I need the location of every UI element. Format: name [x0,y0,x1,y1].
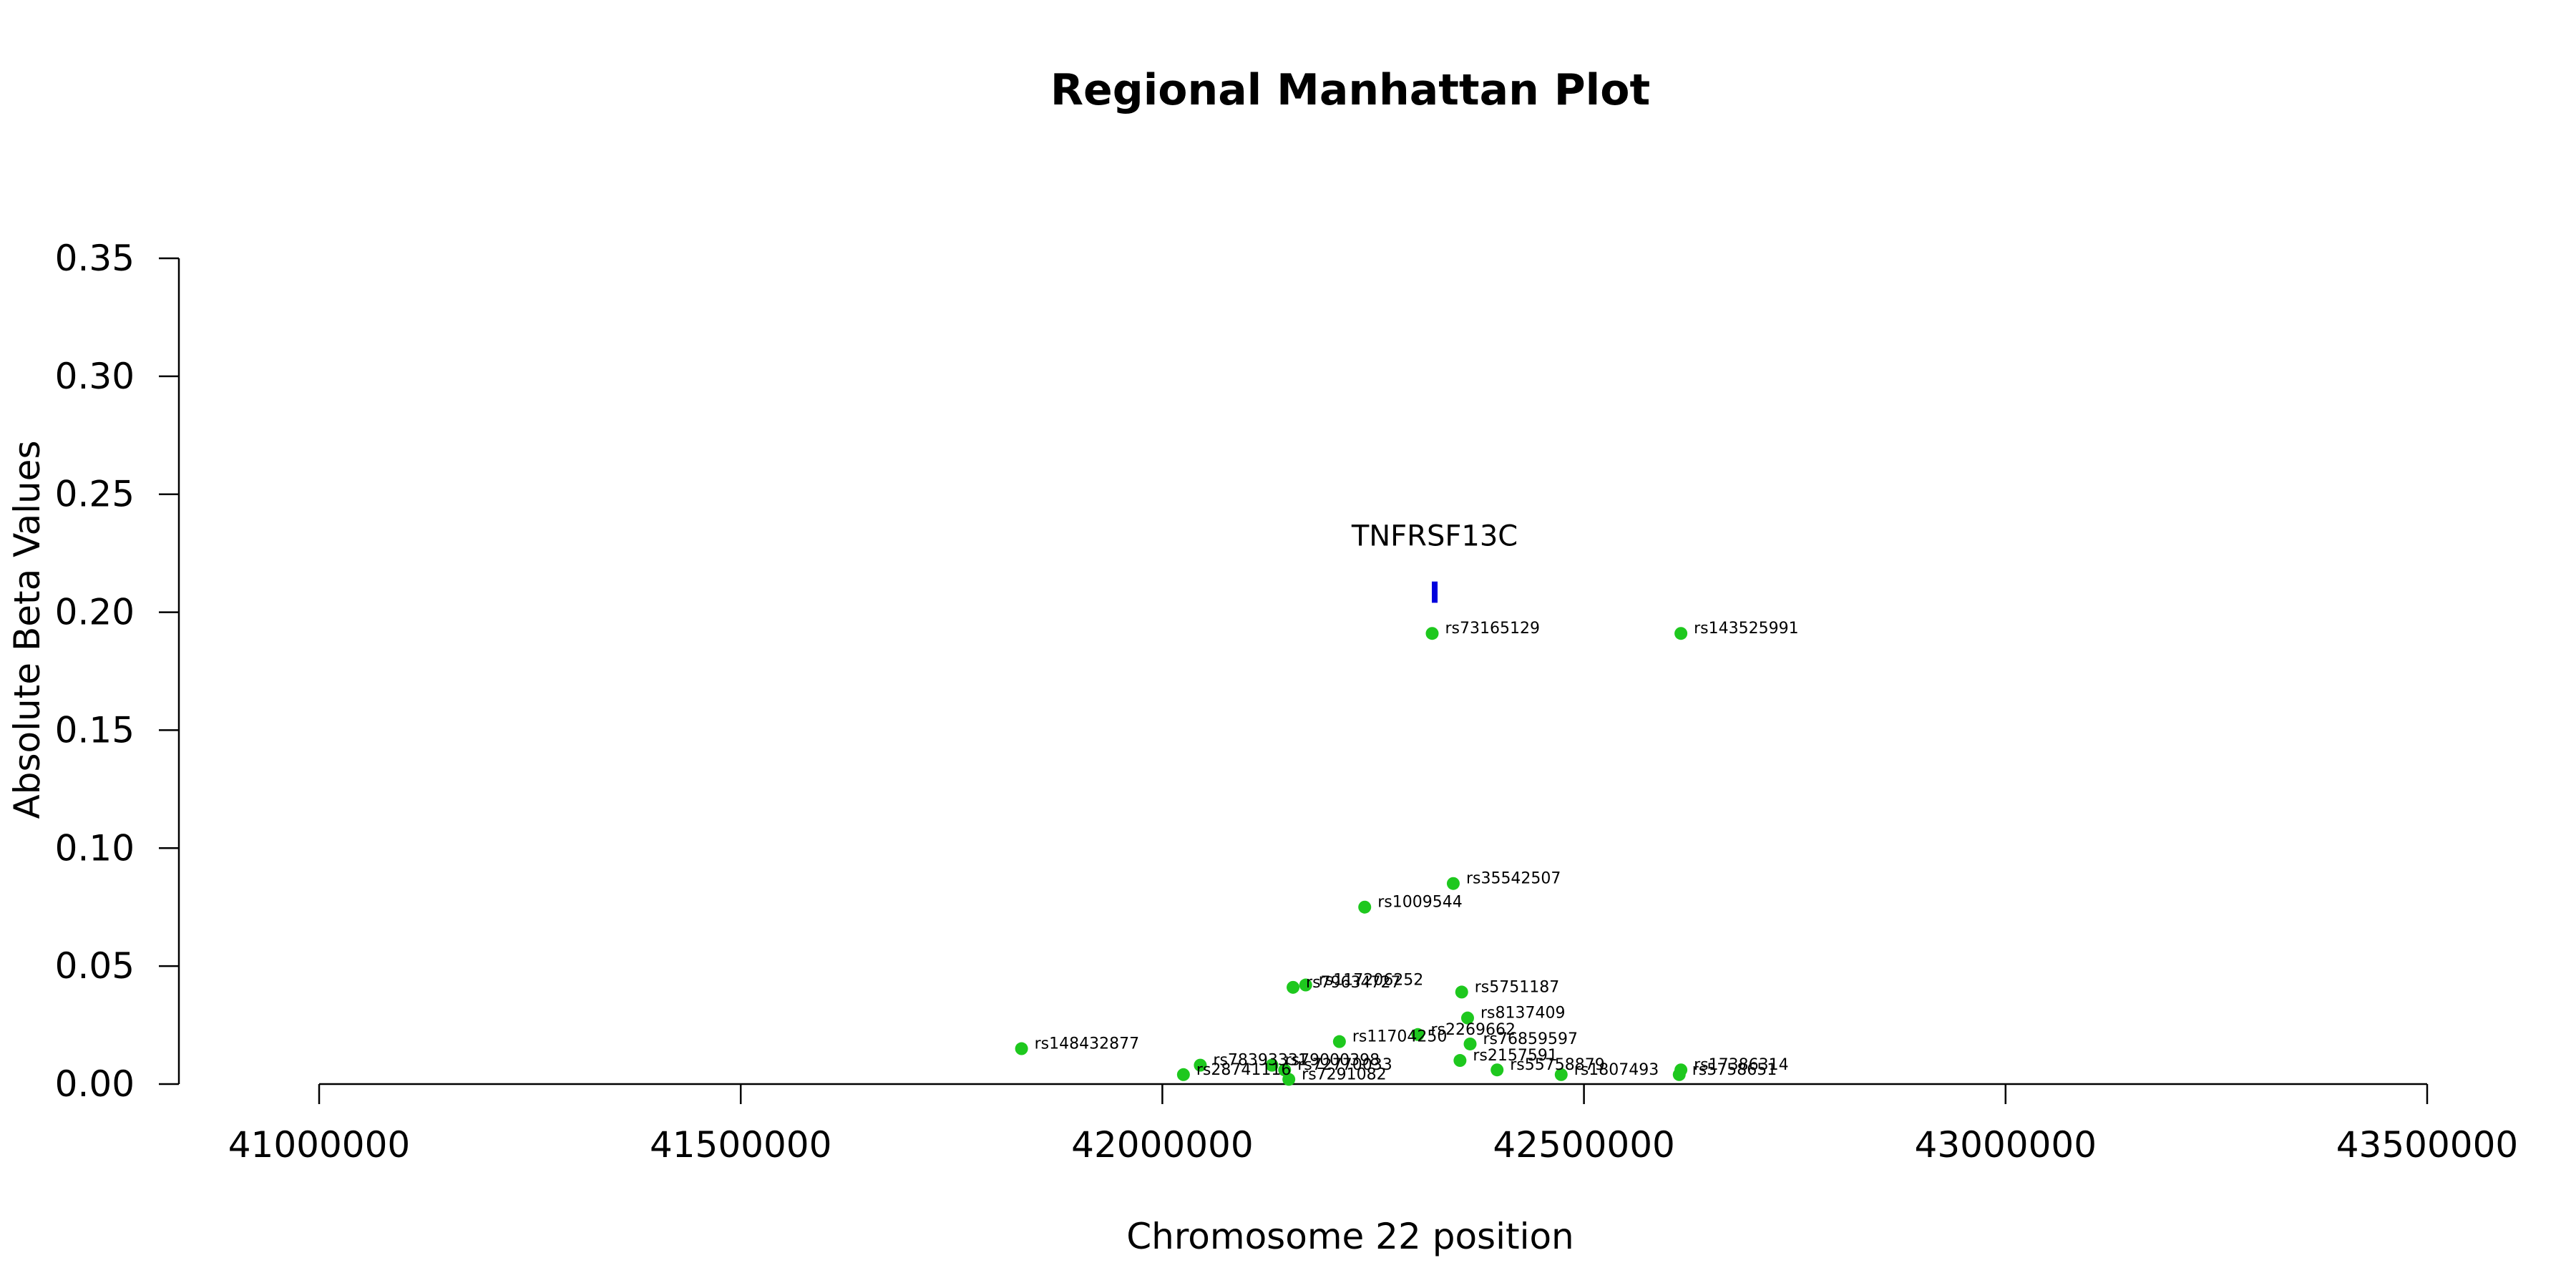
data-point [1282,1073,1296,1086]
data-point-label: rs117206252 [1319,972,1423,990]
data-point-label: rs76859597 [1483,1030,1578,1048]
x-tick-label: 42000000 [1071,1124,1254,1166]
y-tick-label: 0.15 [55,709,135,751]
data-point [1453,1054,1467,1068]
data-point [1358,900,1372,914]
data-point-label: rs143525991 [1694,620,1798,638]
data-point [1194,1058,1207,1072]
data-point-label: rs11704250 [1352,1028,1447,1046]
data-point-label: rs28741116 [1196,1061,1291,1079]
data-point [1672,1068,1686,1081]
y-tick-label: 0.00 [55,1063,135,1105]
data-point-label: rs5751187 [1475,978,1560,996]
y-tick-label: 0.05 [55,945,135,987]
data-point [1491,1063,1504,1077]
data-point [1176,1068,1190,1081]
data-point-label: rs35542507 [1466,870,1561,888]
data-point-label: rs8137409 [1480,1005,1566,1023]
data-point [1460,1011,1474,1025]
data-point [1265,1058,1279,1072]
data-point-label: rs1009544 [1377,894,1463,912]
y-axis: 0.00 0.05 0.10 0.15 0.20 0.25 0.30 0.35 [55,238,180,1105]
data-point [1425,627,1439,640]
y-tick-label: 0.35 [55,238,135,279]
y-tick-label: 0.20 [55,592,135,633]
data-point-label: rs73165129 [1445,620,1539,638]
data-point-label: rs79000398 [1285,1052,1380,1070]
data-point-label: rs55758879 [1510,1056,1604,1074]
x-tick-label: 41000000 [228,1124,411,1166]
data-point [1299,978,1312,992]
x-tick-label: 43000000 [1915,1124,2097,1166]
gene-layer: TNFRSF13C [1351,520,1518,603]
data-point-label: rs78393331 [1213,1052,1307,1070]
y-tick-label: 0.30 [55,356,135,397]
data-point [1455,985,1468,999]
y-tick-label: 0.10 [55,827,135,869]
data-point-label: rs72770033 [1297,1056,1392,1074]
data-point-label: rs1807493 [1574,1061,1659,1079]
gene-label: TNFRSF13C [1351,520,1518,553]
y-tick-label: 0.25 [55,474,135,515]
data-point-label: rs5758651 [1692,1061,1777,1079]
gene-marker [1432,581,1438,603]
x-axis-label: Chromosome 22 position [1126,1216,1574,1257]
x-tick-label: 43500000 [2336,1124,2519,1166]
x-tick-label: 42500000 [1493,1124,1675,1166]
x-axis: 41000000 41500000 42000000 42500000 43000000… [228,1083,2519,1166]
data-point [1446,877,1460,890]
data-point [1015,1042,1028,1055]
data-point-label: rs7291082 [1302,1065,1387,1083]
data-point-label: rs148432877 [1035,1035,1139,1053]
x-tick-label: 41500000 [650,1124,832,1166]
data-point [1411,1028,1425,1041]
y-axis-label: Absolute Beta Values [6,441,48,819]
data-point [1463,1037,1477,1050]
chart-title: Regional Manhattan Plot [1050,65,1650,115]
data-point-label: rs17386314 [1694,1056,1788,1074]
data-point [1332,1035,1346,1048]
data-point-label: rs79634727 [1306,974,1400,992]
data-point-label: rs2269662 [1430,1021,1515,1039]
point-labels-layer: rs73165129 rs143525991 rs35542507rs1009544… [1035,620,1799,1083]
data-point [1554,1068,1568,1081]
data-point-label: rs2157591 [1473,1047,1558,1065]
data-point [1674,627,1688,640]
data-point [1287,980,1300,994]
points-layer [1015,627,1688,1086]
